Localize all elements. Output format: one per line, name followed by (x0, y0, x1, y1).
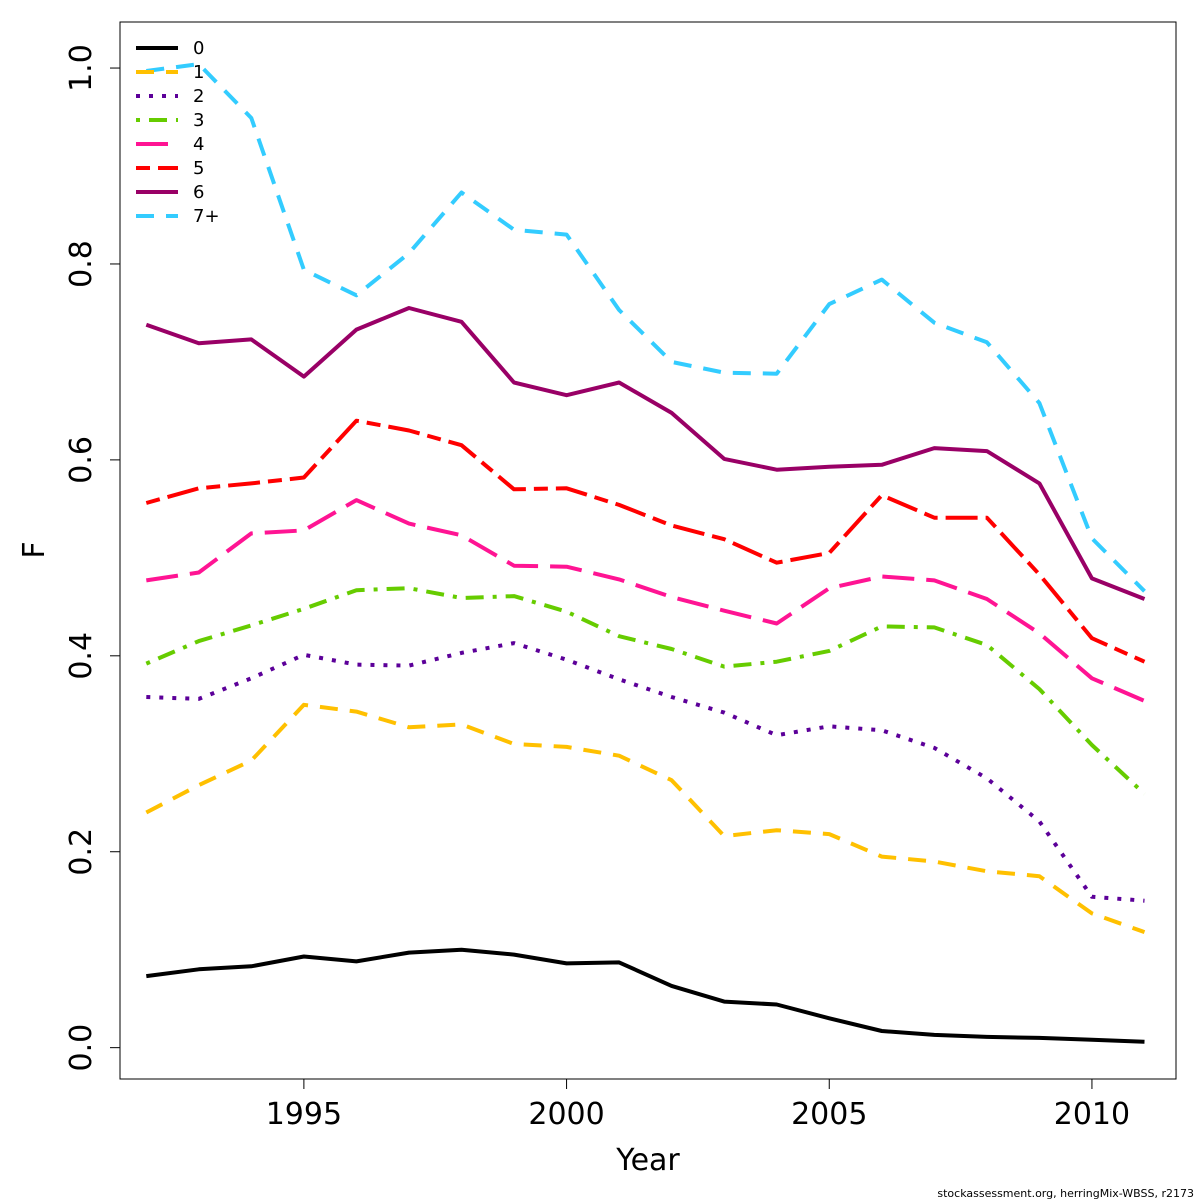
series-line-1 (145, 702, 1146, 934)
y-tick-label: 0.0 (64, 1024, 99, 1072)
legend-label: 7+ (193, 206, 220, 227)
y-axis: 0.0 0.2 0.4 0.6 0.8 1.0 (64, 44, 120, 1072)
credit-text: stockassessment.org, herringMix-WBSS, r2… (937, 1187, 1194, 1200)
legend-label: 2 (193, 86, 204, 107)
x-axis: 1995 2000 2005 2010 (266, 1079, 1130, 1132)
y-tick-label: 0.2 (64, 828, 99, 876)
legend: 0 1 2 3 4 5 6 7+ (136, 38, 220, 227)
legend-label: 5 (193, 158, 204, 179)
y-tick-label: 0.6 (64, 436, 99, 484)
legend-label: 3 (193, 110, 204, 131)
series-line-4 (146, 498, 1146, 703)
series-line-7plus (146, 62, 1146, 593)
y-tick-label: 0.4 (64, 632, 99, 680)
series-layer (145, 62, 1146, 1044)
y-tick-label: 0.8 (64, 240, 99, 288)
series-line-6 (145, 306, 1146, 601)
y-axis-title: F (17, 541, 52, 558)
x-axis-title: Year (615, 1143, 680, 1178)
x-tick-label: 2010 (1054, 1097, 1130, 1132)
series-line-5 (145, 418, 1146, 664)
x-tick-label: 1995 (266, 1097, 342, 1132)
x-tick-label: 2000 (528, 1097, 604, 1132)
x-tick-label: 2005 (791, 1097, 867, 1132)
legend-label: 0 (193, 38, 204, 59)
legend-label: 6 (193, 182, 204, 203)
plot-frame (119, 21, 1177, 1080)
legend-label: 1 (193, 62, 204, 83)
series-line-3 (145, 586, 1146, 796)
y-tick-label: 1.0 (64, 44, 99, 92)
series-line-0 (146, 947, 1145, 1044)
series-line-2 (146, 641, 1145, 903)
legend-label: 4 (193, 134, 204, 155)
